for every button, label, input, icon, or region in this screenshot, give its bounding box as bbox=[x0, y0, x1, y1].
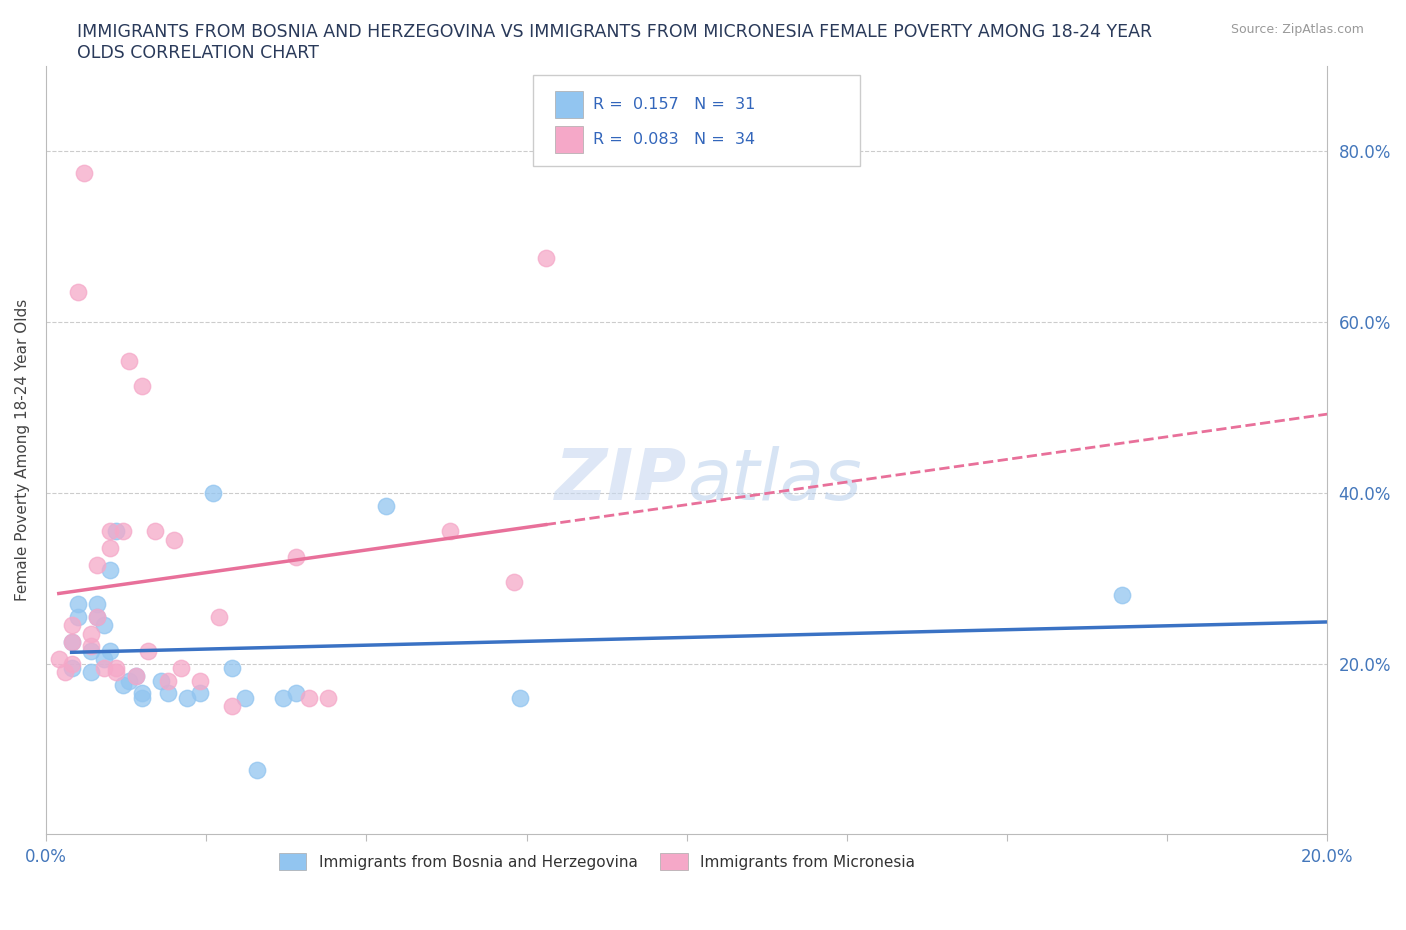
Point bbox=[284, 686, 307, 701]
Point bbox=[246, 763, 269, 777]
Text: OLDS CORRELATION CHART: OLDS CORRELATION CHART bbox=[77, 44, 319, 61]
Point bbox=[221, 698, 243, 713]
Point bbox=[93, 652, 115, 667]
Point bbox=[316, 690, 339, 705]
Point bbox=[73, 166, 96, 180]
Point bbox=[66, 285, 89, 299]
Point bbox=[60, 618, 83, 632]
Point bbox=[509, 690, 531, 705]
Point bbox=[66, 596, 89, 611]
Point bbox=[60, 660, 83, 675]
Point bbox=[143, 524, 166, 538]
Point bbox=[98, 563, 121, 578]
Point bbox=[221, 660, 243, 675]
Point bbox=[534, 251, 557, 266]
Text: ZIP: ZIP bbox=[554, 446, 686, 515]
Point bbox=[80, 639, 103, 654]
Point bbox=[86, 558, 108, 573]
Point bbox=[98, 644, 121, 658]
Point bbox=[150, 673, 173, 688]
Legend: Immigrants from Bosnia and Herzegovina, Immigrants from Micronesia: Immigrants from Bosnia and Herzegovina, … bbox=[273, 846, 921, 877]
Text: R =  0.083   N =  34: R = 0.083 N = 34 bbox=[593, 132, 755, 147]
Point bbox=[53, 665, 76, 680]
Point bbox=[86, 609, 108, 624]
Point bbox=[93, 660, 115, 675]
Text: IMMIGRANTS FROM BOSNIA AND HERZEGOVINA VS IMMIGRANTS FROM MICRONESIA FEMALE POVE: IMMIGRANTS FROM BOSNIA AND HERZEGOVINA V… bbox=[77, 23, 1153, 41]
Point bbox=[131, 686, 153, 701]
Point bbox=[201, 485, 224, 500]
Point bbox=[176, 690, 198, 705]
Point bbox=[439, 524, 461, 538]
Point bbox=[118, 353, 141, 368]
Point bbox=[105, 665, 128, 680]
Point bbox=[271, 690, 294, 705]
Point bbox=[169, 660, 191, 675]
Point bbox=[188, 673, 211, 688]
Point bbox=[163, 532, 186, 547]
Point bbox=[502, 575, 524, 590]
Point bbox=[284, 550, 307, 565]
Point bbox=[98, 541, 121, 556]
Y-axis label: Female Poverty Among 18-24 Year Olds: Female Poverty Among 18-24 Year Olds bbox=[15, 299, 30, 602]
Point bbox=[48, 652, 70, 667]
Point bbox=[374, 498, 396, 513]
Point bbox=[86, 609, 108, 624]
Point bbox=[118, 673, 141, 688]
Point bbox=[124, 669, 146, 684]
Text: R =  0.157   N =  31: R = 0.157 N = 31 bbox=[593, 97, 755, 112]
Point bbox=[233, 690, 256, 705]
Point bbox=[111, 677, 134, 692]
Point bbox=[80, 644, 103, 658]
Point bbox=[111, 524, 134, 538]
Point bbox=[188, 686, 211, 701]
Point bbox=[131, 379, 153, 393]
Point bbox=[80, 665, 103, 680]
FancyBboxPatch shape bbox=[533, 75, 859, 166]
Text: Source: ZipAtlas.com: Source: ZipAtlas.com bbox=[1230, 23, 1364, 36]
Point bbox=[60, 635, 83, 650]
Point bbox=[138, 644, 160, 658]
Point bbox=[156, 686, 179, 701]
Point bbox=[93, 618, 115, 632]
Point bbox=[98, 524, 121, 538]
Point bbox=[208, 609, 231, 624]
Point bbox=[66, 609, 89, 624]
Point bbox=[298, 690, 321, 705]
Bar bbox=[555, 126, 583, 153]
Point bbox=[86, 596, 108, 611]
Point bbox=[131, 690, 153, 705]
Point bbox=[60, 657, 83, 671]
Point bbox=[1111, 588, 1133, 603]
Bar bbox=[555, 91, 583, 117]
Point bbox=[80, 626, 103, 641]
Text: atlas: atlas bbox=[686, 446, 862, 515]
Point bbox=[124, 669, 146, 684]
Point bbox=[60, 635, 83, 650]
Point bbox=[156, 673, 179, 688]
Point bbox=[105, 524, 128, 538]
Point bbox=[105, 660, 128, 675]
